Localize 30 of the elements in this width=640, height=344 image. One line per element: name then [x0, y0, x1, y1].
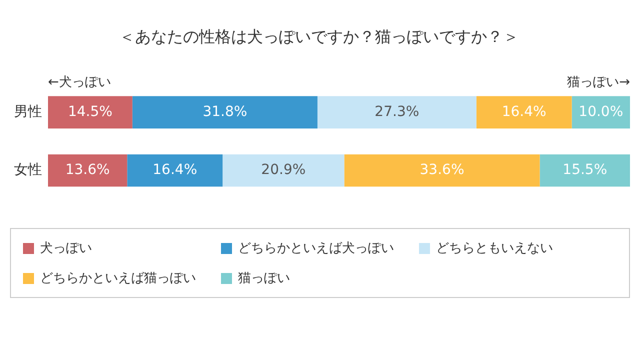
bar — [48, 154, 128, 187]
annotation: 猫っぽい→ — [567, 75, 630, 90]
bar — [344, 154, 540, 187]
legend-label: 犬っぽい — [40, 240, 92, 257]
bar — [540, 154, 630, 187]
data-label: 33.6% — [420, 162, 464, 178]
bar — [572, 96, 630, 128]
data-label: 20.9% — [261, 162, 306, 178]
bar — [127, 154, 223, 187]
data-label: 13.6% — [65, 162, 110, 178]
legend-label: どちらかといえば猫っぽい — [40, 270, 196, 287]
bar — [476, 96, 572, 128]
data-label: 15.5% — [562, 162, 608, 178]
bar — [317, 96, 476, 128]
data-label: 14.5% — [68, 104, 112, 120]
legend-label: どちらかといえば犬っぽい — [238, 240, 394, 257]
data-label: 16.4% — [502, 104, 546, 120]
chart-title: ＜あなたの性格は犬っぽいですか？猫っぽいですか？＞ — [119, 26, 519, 46]
legend-label: どちらともいえない — [436, 240, 553, 257]
bar — [222, 154, 344, 187]
bar — [132, 96, 318, 128]
data-label: 31.8% — [202, 104, 248, 120]
y-tick-label: 女性 — [14, 162, 42, 178]
data-label: 16.4% — [152, 162, 198, 178]
data-label: 27.3% — [374, 104, 420, 120]
y-tick-label: 男性 — [14, 104, 42, 120]
annotation: ←犬っぽい — [48, 75, 111, 90]
data-label: 10.0% — [578, 104, 624, 120]
legend-label: 猫っぽい — [238, 270, 290, 287]
bar — [48, 96, 132, 128]
